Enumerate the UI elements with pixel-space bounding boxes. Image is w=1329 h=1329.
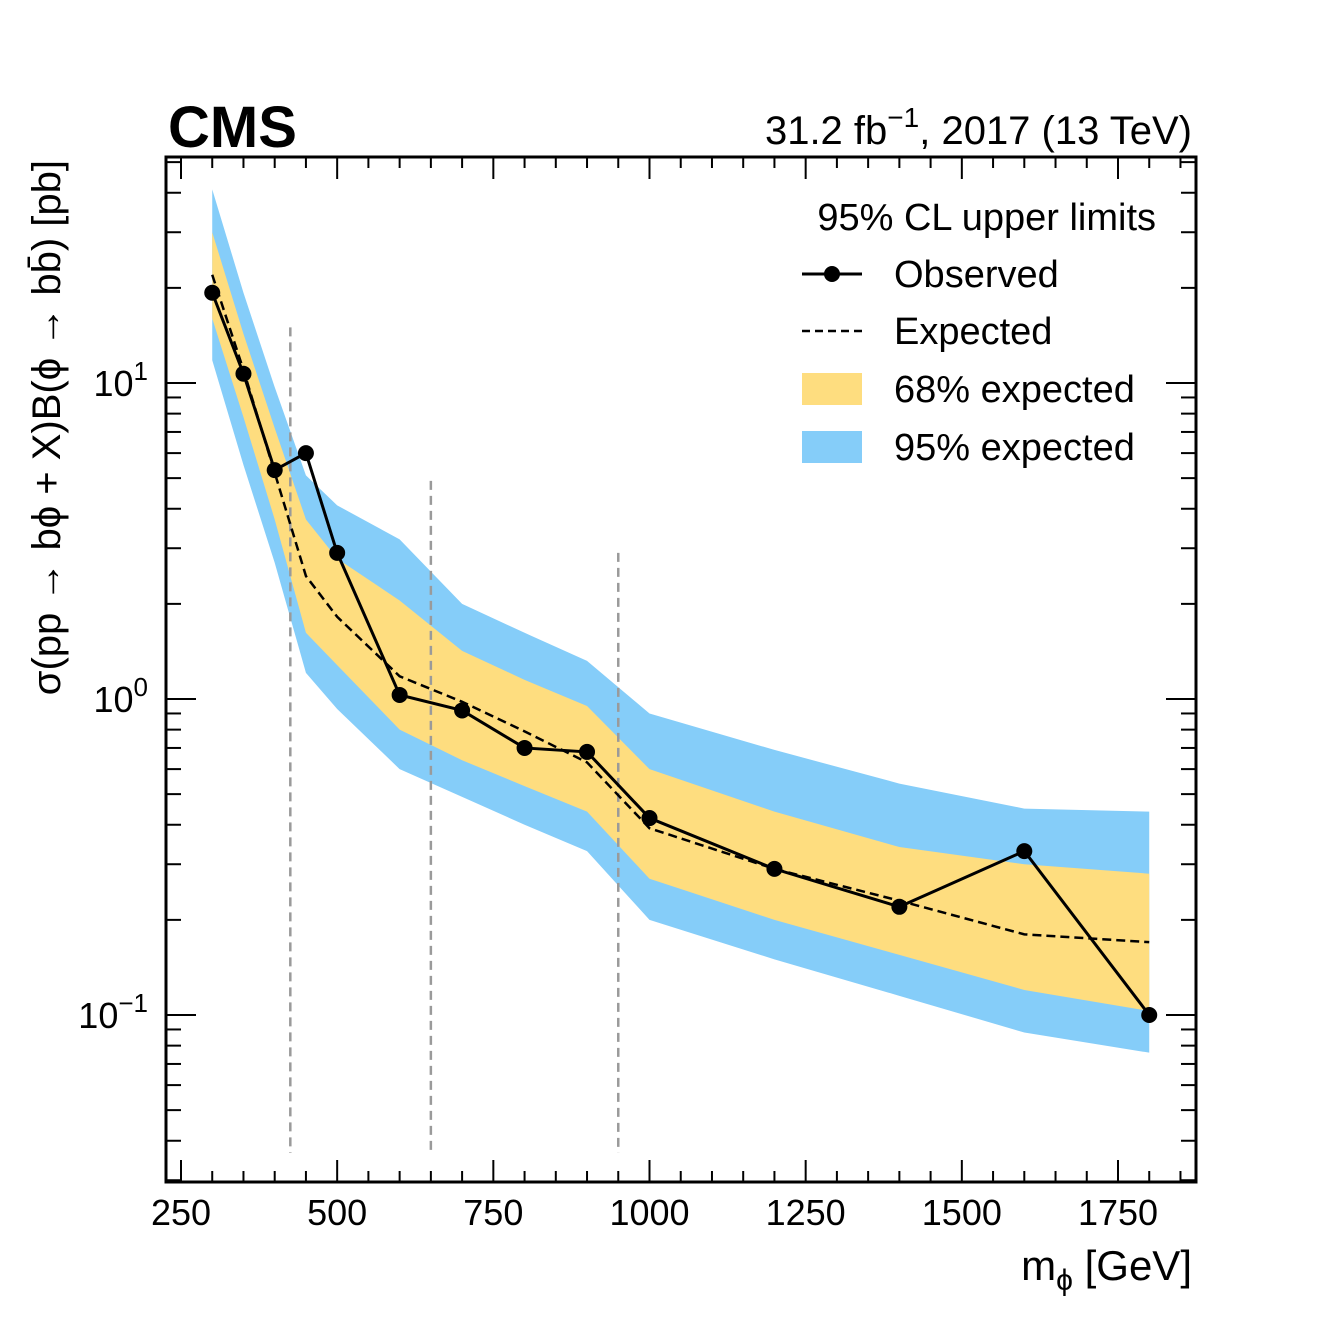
x-tick-label-1500: 1500 xyxy=(922,1192,1002,1233)
vertical-lines-layer xyxy=(289,327,620,1153)
band-95 xyxy=(212,189,1150,1053)
observed-point-1200 xyxy=(766,860,783,877)
expected-line xyxy=(211,274,1150,944)
experiment-label: CMS xyxy=(168,95,297,160)
y-axis-label: σ(pp → bϕ + X)B(ϕ → bb̄) [pb] xyxy=(25,160,69,695)
observed-point-800 xyxy=(516,739,533,756)
legend-observed-label: Observed xyxy=(894,254,1059,296)
lumi-label: 31.2 fb−1, 2017 (13 TeV) xyxy=(765,102,1192,153)
observed-point-600 xyxy=(391,686,408,703)
x-tick-label-1250: 1250 xyxy=(766,1192,846,1233)
y-tick-label-10: 101 xyxy=(93,356,148,404)
band-68 xyxy=(212,232,1150,1011)
observed-point-700 xyxy=(454,702,471,719)
legend-68-swatch xyxy=(802,373,862,405)
legend-title: 95% CL upper limits xyxy=(817,197,1156,239)
observed-point-1800 xyxy=(1141,1007,1158,1023)
ticks-layer xyxy=(166,157,1196,1182)
legend-95-label: 95% expected xyxy=(894,427,1135,469)
x-tick-label-750: 750 xyxy=(463,1192,523,1233)
observed-point-1400 xyxy=(891,898,908,915)
legend-expected-label: Expected xyxy=(894,311,1052,353)
legend: 95% CL upper limits Observed Expected 68… xyxy=(802,197,1156,469)
y-tick-exponent-0p1: −1 xyxy=(118,988,148,1018)
x-tick-label-250: 250 xyxy=(151,1192,211,1233)
y-tick-label-0p1: 10−1 xyxy=(78,988,148,1036)
y-tick-label-1: 100 xyxy=(93,672,148,720)
observed-point-450 xyxy=(297,445,314,462)
x-axis-label: mϕ [GeV] xyxy=(1021,1242,1192,1297)
x-tick-label-500: 500 xyxy=(307,1192,367,1233)
plot-frame xyxy=(164,155,1198,1184)
observed-point-300 xyxy=(204,284,221,301)
y-tick-exponent-1: 0 xyxy=(134,672,148,702)
x-tick-label-1000: 1000 xyxy=(609,1192,689,1233)
x-tick-label-1750: 1750 xyxy=(1078,1192,1158,1233)
observed-point-900 xyxy=(579,743,596,760)
observed-point-1000 xyxy=(641,810,658,827)
legend-95-swatch xyxy=(802,431,862,463)
x-tick-labels: 250 500 750 1000 1250 1500 1750 xyxy=(151,1192,1158,1233)
bands-layer xyxy=(212,189,1150,1053)
observed-point-400 xyxy=(266,462,283,479)
y-tick-exponent-10: 1 xyxy=(134,356,148,386)
observed-point-350 xyxy=(235,365,252,382)
observed-point-1600 xyxy=(1016,843,1033,860)
legend-68-label: 68% expected xyxy=(894,369,1135,411)
observed-points-layer xyxy=(204,284,1158,1023)
legend-observed-marker xyxy=(824,266,840,282)
observed-point-500 xyxy=(329,544,346,561)
